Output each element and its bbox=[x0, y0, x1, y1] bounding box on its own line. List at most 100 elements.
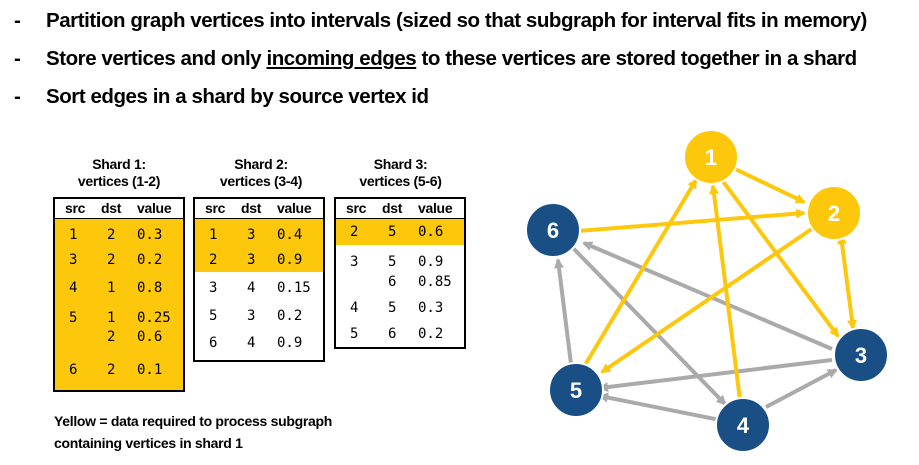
shard-2-title: Shard 2: vertices (3-4) bbox=[191, 156, 331, 190]
node-5-label: 5 bbox=[570, 378, 582, 403]
shard-subtitle: vertices (3-4) bbox=[219, 173, 303, 189]
node-5: 5 bbox=[548, 362, 604, 418]
cell-value: 0.3 bbox=[137, 227, 163, 243]
cell-value: 0.6 bbox=[137, 329, 163, 345]
bullet-text: Store vertices and only incoming edges t… bbox=[46, 46, 857, 72]
cell-src: 2 bbox=[209, 252, 218, 268]
header-value: value bbox=[418, 200, 453, 216]
edge-6-to-2 bbox=[577, 208, 806, 233]
bullet-item: - Partition graph vertices into interval… bbox=[14, 8, 914, 46]
cell-dst: 4 bbox=[247, 280, 256, 296]
underlined-incoming-edges: incoming edges bbox=[266, 47, 417, 70]
edge-5-to-1 bbox=[580, 178, 698, 372]
cell-value: 0.2 bbox=[137, 252, 163, 268]
node-2: 2 bbox=[806, 185, 862, 241]
cell-dst: 5 bbox=[388, 300, 397, 316]
node-3: 3 bbox=[833, 327, 889, 383]
bullet-dash: - bbox=[14, 9, 21, 32]
highlight-region bbox=[55, 219, 183, 390]
edge-1-to-3 bbox=[720, 178, 840, 338]
shard-subtitle: vertices (1-2) bbox=[77, 173, 161, 189]
edge-4-to-3 bbox=[765, 368, 838, 409]
cell-value: 0.2 bbox=[418, 326, 444, 342]
node-3-label: 3 bbox=[855, 343, 867, 368]
cell-value: 0.3 bbox=[418, 300, 444, 316]
bullet-text-post: to these vertices are stored together in… bbox=[416, 47, 857, 70]
cell-src: 3 bbox=[209, 280, 218, 296]
edge-4-to-5 bbox=[598, 392, 721, 422]
header-src: src bbox=[205, 200, 226, 216]
cell-value: 0.6 bbox=[418, 224, 444, 240]
shard-title-line: Shard 2: bbox=[234, 156, 288, 172]
cell-src: 5 bbox=[350, 326, 359, 342]
cell-value: 0.2 bbox=[277, 308, 303, 324]
header-dst: dst bbox=[101, 200, 122, 216]
node-1-label: 1 bbox=[705, 145, 717, 170]
cell-dst: 3 bbox=[247, 252, 256, 268]
cell-value: 0.15 bbox=[277, 280, 311, 296]
cell-value: 0.9 bbox=[418, 254, 444, 270]
cell-value: 0.85 bbox=[418, 274, 452, 290]
shard-title-line: Shard 1: bbox=[92, 156, 146, 172]
header-value: value bbox=[277, 200, 312, 216]
edge-4-to-1 bbox=[709, 184, 742, 401]
cell-dst: 5 bbox=[388, 254, 397, 270]
table-header: src dst value bbox=[195, 199, 323, 219]
cell-dst: 2 bbox=[107, 252, 116, 268]
cell-value: 0.9 bbox=[277, 252, 303, 268]
cell-dst: 6 bbox=[388, 274, 397, 290]
bullet-list: - Partition graph vertices into interval… bbox=[14, 8, 914, 122]
cell-value: 0.8 bbox=[137, 280, 163, 296]
cell-src: 2 bbox=[350, 224, 359, 240]
bullet-dash: - bbox=[14, 85, 21, 108]
cell-dst: 4 bbox=[247, 335, 256, 351]
caption-line: containing vertices in shard 1 bbox=[54, 435, 243, 451]
cell-dst: 1 bbox=[107, 310, 116, 326]
edge-3-to-5 bbox=[598, 358, 833, 393]
bullet-item: - Sort edges in a shard by source vertex… bbox=[14, 84, 914, 122]
cell-src: 1 bbox=[69, 227, 78, 243]
cell-value: 0.1 bbox=[137, 362, 163, 378]
cell-value: 0.4 bbox=[277, 227, 303, 243]
cell-dst: 2 bbox=[107, 227, 116, 243]
cell-src: 4 bbox=[69, 280, 78, 296]
edge-5-to-6 bbox=[554, 258, 574, 373]
shard-subtitle: vertices (5-6) bbox=[359, 173, 442, 189]
bullet-dash: - bbox=[14, 47, 21, 70]
edge-1-to-2 bbox=[732, 166, 806, 204]
cell-dst: 5 bbox=[388, 224, 397, 240]
node-2-label: 2 bbox=[828, 201, 840, 226]
header-src: src bbox=[346, 200, 367, 216]
shard-2-table: src dst value 1 3 0.4 2 3 0.9 3 4 0.15 5… bbox=[193, 197, 325, 362]
edge-2-to-5 bbox=[600, 224, 818, 374]
cell-src: 3 bbox=[69, 252, 78, 268]
cell-src: 1 bbox=[209, 227, 218, 243]
table-header: src dst value bbox=[55, 199, 183, 219]
highlight-region bbox=[336, 219, 464, 245]
header-dst: dst bbox=[241, 200, 262, 216]
shard-3-table: src dst value 2 5 0.6 3 5 0.9 6 0.85 4 5… bbox=[334, 197, 466, 349]
cell-src: 6 bbox=[69, 362, 78, 378]
shard-3-title: Shard 3: vertices (5-6) bbox=[333, 156, 468, 190]
cell-dst: 6 bbox=[388, 326, 397, 342]
cell-src: 4 bbox=[350, 300, 359, 316]
header-value: value bbox=[137, 200, 172, 216]
node-4-label: 4 bbox=[737, 413, 750, 438]
cell-value: 0.25 bbox=[137, 310, 171, 326]
shard-1-table: src dst value 1 2 0.3 3 2 0.2 4 1 0.8 5 … bbox=[53, 197, 185, 392]
cell-src: 5 bbox=[69, 310, 78, 326]
header-src: src bbox=[65, 200, 86, 216]
cell-value: 0.9 bbox=[277, 335, 303, 351]
cell-src: 3 bbox=[350, 254, 359, 270]
cell-dst: 1 bbox=[107, 280, 116, 296]
caption-line: Yellow = data required to process subgra… bbox=[54, 413, 332, 429]
header-dst: dst bbox=[382, 200, 403, 216]
cell-dst: 3 bbox=[247, 308, 256, 324]
node-6: 6 bbox=[525, 202, 581, 258]
node-6-label: 6 bbox=[547, 218, 559, 243]
cell-src: 6 bbox=[209, 335, 218, 351]
cell-src: 5 bbox=[209, 308, 218, 324]
cell-dst: 3 bbox=[247, 227, 256, 243]
edge-3-to-6 bbox=[582, 241, 833, 351]
